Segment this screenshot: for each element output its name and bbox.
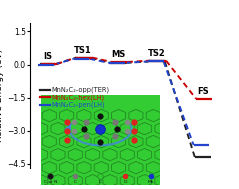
Text: C or N: C or N	[43, 180, 57, 184]
Text: FS: FS	[197, 87, 209, 96]
Legend: MnN₂C₂-opp(TER), MnN₂C₂-hex(LH), MnN₂C₂-pen(LH): MnN₂C₂-opp(TER), MnN₂C₂-hex(LH), MnN₂C₂-…	[37, 84, 112, 111]
Text: C: C	[74, 180, 77, 184]
Text: C: C	[99, 180, 102, 184]
Y-axis label: Relative Energy (eV): Relative Energy (eV)	[0, 49, 5, 142]
Text: MS: MS	[111, 50, 125, 59]
Text: O: O	[124, 180, 127, 184]
Text: TS2: TS2	[148, 49, 166, 58]
Text: TS1: TS1	[74, 46, 92, 55]
Text: IS: IS	[43, 52, 52, 61]
Text: Mn: Mn	[147, 180, 154, 184]
